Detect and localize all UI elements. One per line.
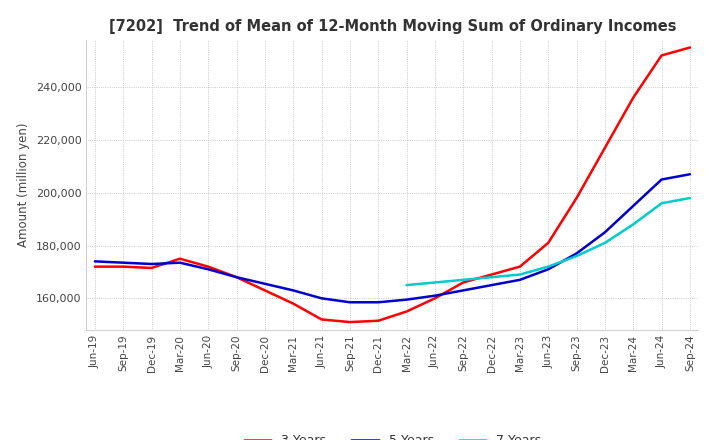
Line: 7 Years: 7 Years	[407, 198, 690, 285]
5 Years	[685, 172, 694, 177]
7 Years	[629, 222, 637, 227]
3 Years	[685, 45, 694, 50]
5 Years	[544, 267, 552, 272]
3 Years	[600, 145, 609, 150]
5 Years	[459, 288, 467, 293]
3 Years	[544, 240, 552, 246]
3 Years	[572, 195, 581, 201]
5 Years	[487, 282, 496, 288]
3 Years	[487, 272, 496, 277]
7 Years	[685, 195, 694, 201]
3 Years	[459, 280, 467, 285]
5 Years	[119, 260, 127, 265]
Line: 5 Years: 5 Years	[95, 174, 690, 302]
7 Years	[516, 272, 524, 277]
5 Years	[176, 260, 184, 265]
5 Years	[289, 288, 297, 293]
Line: 3 Years: 3 Years	[95, 48, 690, 322]
3 Years	[148, 265, 156, 271]
3 Years	[431, 296, 439, 301]
5 Years	[431, 293, 439, 298]
3 Years	[346, 319, 354, 325]
Legend: 3 Years, 5 Years, 7 Years: 3 Years, 5 Years, 7 Years	[238, 429, 546, 440]
5 Years	[374, 300, 382, 305]
3 Years	[318, 317, 326, 322]
3 Years	[176, 256, 184, 261]
3 Years	[119, 264, 127, 269]
7 Years	[572, 253, 581, 259]
5 Years	[148, 261, 156, 267]
Title: [7202]  Trend of Mean of 12-Month Moving Sum of Ordinary Incomes: [7202] Trend of Mean of 12-Month Moving …	[109, 19, 676, 34]
3 Years	[289, 301, 297, 306]
7 Years	[657, 201, 666, 206]
3 Years	[374, 318, 382, 323]
7 Years	[431, 280, 439, 285]
5 Years	[318, 296, 326, 301]
7 Years	[600, 240, 609, 246]
3 Years	[402, 309, 411, 314]
5 Years	[346, 300, 354, 305]
3 Years	[629, 95, 637, 100]
3 Years	[261, 288, 269, 293]
5 Years	[657, 177, 666, 182]
3 Years	[657, 53, 666, 58]
5 Years	[91, 259, 99, 264]
5 Years	[233, 275, 241, 280]
3 Years	[233, 275, 241, 280]
3 Years	[204, 264, 212, 269]
7 Years	[544, 264, 552, 269]
5 Years	[204, 267, 212, 272]
5 Years	[402, 297, 411, 302]
5 Years	[261, 281, 269, 286]
7 Years	[487, 275, 496, 280]
Y-axis label: Amount (million yen): Amount (million yen)	[17, 123, 30, 247]
7 Years	[402, 282, 411, 288]
5 Years	[600, 230, 609, 235]
7 Years	[459, 277, 467, 282]
5 Years	[629, 203, 637, 209]
5 Years	[516, 277, 524, 282]
3 Years	[516, 264, 524, 269]
5 Years	[572, 251, 581, 256]
3 Years	[91, 264, 99, 269]
